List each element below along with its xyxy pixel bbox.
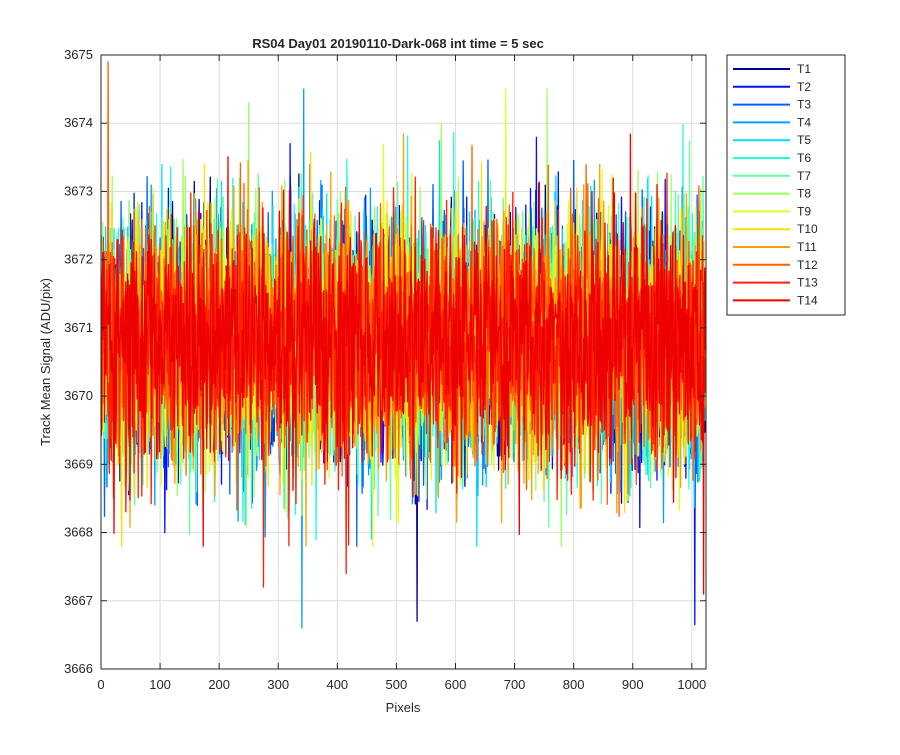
y-axis-label: Track Mean Signal (ADU/pix) [38,278,53,446]
x-tick-label: 900 [622,677,644,692]
legend-label-t1: T1 [797,62,811,76]
legend-box [726,54,846,316]
y-tick-label: 3669 [64,456,93,471]
legend-label-t9: T9 [797,204,811,218]
y-tick-label: 3673 [64,183,93,198]
y-tick-label: 3672 [64,252,93,267]
y-tick-label: 3675 [64,47,93,62]
legend-label-t7: T7 [797,169,811,183]
legend-label-t5: T5 [797,133,811,147]
x-tick-label: 300 [267,677,289,692]
x-tick-label: 400 [326,677,348,692]
y-tick-label: 3674 [64,115,93,130]
chart-title: RS04 Day01 20190110-Dark-068 int time = … [252,36,544,51]
x-tick-label: 200 [208,677,230,692]
plot-area-frame [100,54,707,670]
legend-label-t13: T13 [797,276,818,290]
legend-label-t2: T2 [797,80,811,94]
y-tick-label: 3667 [64,593,93,608]
y-tick-label: 3668 [64,525,93,540]
legend-label-t6: T6 [797,151,811,165]
y-tick-label: 3670 [64,388,93,403]
series-line-t14 [101,133,706,595]
x-tick-label: 700 [504,677,526,692]
x-tick-label: 0 [97,677,104,692]
y-tick-label: 3671 [64,320,93,335]
x-tick-label: 600 [445,677,467,692]
x-tick-label: 1000 [677,677,706,692]
legend-label-t4: T4 [797,115,811,129]
x-tick-label: 100 [149,677,171,692]
y-tick-label: 3666 [64,661,93,676]
legend-label-t3: T3 [797,98,811,112]
legend-label-t14: T14 [797,293,818,307]
legend[interactable]: T1 T2 T3 T4 T5 T6 T7 T8 T9 T10 T11 T12 T13 T14 [726,54,846,316]
legend-label-t11: T11 [797,240,817,254]
legend-label-t8: T8 [797,187,811,201]
legend-label-t12: T12 [797,258,818,272]
x-axis-ticks: 0 100 200 300 400 500 600 700 800 900 1000 [97,55,706,692]
legend-label-t10: T10 [797,222,818,236]
x-axis-label: Pixels [386,700,421,715]
y-axis-ticks: 3666 3667 3668 3669 3670 3671 3672 3673 3674 3675 [64,47,706,676]
x-tick-label: 800 [563,677,585,692]
series-lines [101,61,706,629]
x-tick-label: 500 [386,677,408,692]
